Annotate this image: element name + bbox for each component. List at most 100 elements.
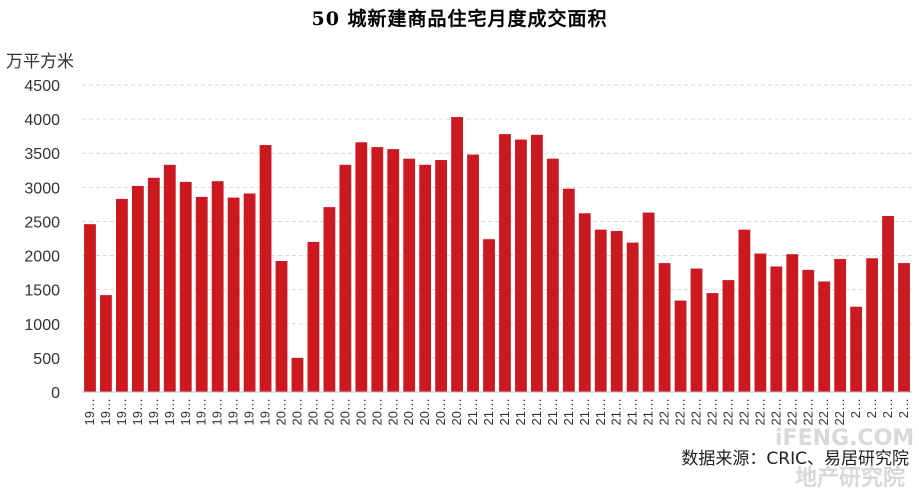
- x-tick-label: 2…: [848, 398, 863, 418]
- y-tick-label: 1000: [24, 317, 60, 334]
- x-tick-label: 19…: [242, 398, 257, 425]
- x-tick-label: 22…: [784, 398, 799, 425]
- bar: [530, 134, 543, 392]
- bar: [84, 224, 96, 392]
- y-axis-ticks: 0 500 1000 1500 2000 2500 3000 3500 4000 4500: [24, 78, 60, 402]
- bar: [131, 185, 144, 392]
- bar: [722, 280, 735, 392]
- bar: [275, 261, 288, 392]
- x-tick-label: 21…: [529, 398, 544, 425]
- x-tick-label: 21…: [513, 398, 528, 425]
- bar: [100, 295, 112, 392]
- x-tick-label: 22…: [720, 398, 735, 425]
- bar: [115, 198, 128, 392]
- bar: [451, 117, 464, 392]
- x-tick-label: 2…: [880, 398, 895, 418]
- x-tick-label: 20…: [305, 398, 320, 425]
- bar: [690, 268, 703, 392]
- x-tick-label: 20…: [433, 398, 448, 425]
- x-tick-label: 21…: [625, 398, 640, 425]
- bar: [642, 212, 655, 392]
- x-tick-label: 22…: [673, 398, 688, 425]
- x-tick-label: 20…: [289, 398, 304, 425]
- y-tick-label: 0: [51, 385, 60, 402]
- x-tick-label: 21…: [593, 398, 608, 425]
- bar: [738, 229, 751, 392]
- bar: [259, 145, 272, 392]
- x-tick-label: 22…: [800, 398, 815, 425]
- bar: [371, 147, 384, 392]
- bar: [658, 263, 671, 392]
- bar: [499, 134, 511, 392]
- bar: [467, 154, 479, 392]
- bar: [291, 357, 304, 392]
- bar: [419, 164, 432, 392]
- x-tick-label: 20…: [353, 398, 368, 425]
- bar: [147, 177, 160, 392]
- bar: [898, 263, 910, 392]
- x-tick-label: 21…: [481, 398, 496, 425]
- x-tick-label: 19…: [146, 398, 161, 425]
- bar: [243, 193, 256, 392]
- x-tick-label: 19…: [210, 398, 225, 425]
- bar-chart: 0 500 1000 1500 2000 2500 3000 3500 4000 4500 19……: [24, 78, 912, 425]
- x-tick-label: 21…: [545, 398, 560, 425]
- x-tick-label: 20…: [337, 398, 352, 425]
- x-tick-label: 20…: [417, 398, 432, 425]
- y-tick-label: 2500: [24, 214, 60, 231]
- bar: [546, 158, 559, 392]
- x-tick-label: 22…: [768, 398, 783, 425]
- bar: [578, 213, 591, 392]
- bar: [754, 253, 767, 392]
- x-tick-label: 19…: [82, 398, 97, 425]
- bar: [211, 181, 224, 392]
- x-tick-label: 22…: [816, 398, 831, 425]
- bar: [866, 258, 879, 392]
- y-tick-label: 1500: [24, 283, 60, 300]
- x-tick-label: 22…: [689, 398, 704, 425]
- bar: [818, 281, 831, 392]
- x-tick-label: 20…: [274, 398, 289, 425]
- bar: [403, 158, 416, 392]
- x-tick-label: 19…: [194, 398, 209, 425]
- x-tick-label: 22…: [704, 398, 719, 425]
- bar: [802, 269, 815, 392]
- x-tick-label: 2…: [896, 398, 911, 418]
- x-tick-label: 19…: [178, 398, 193, 425]
- bar: [626, 242, 639, 392]
- x-tick-label: 21…: [577, 398, 592, 425]
- y-tick-label: 500: [33, 351, 60, 368]
- y-tick-label: 2000: [24, 249, 60, 266]
- bar: [323, 207, 336, 392]
- bar: [195, 196, 208, 392]
- bar: [850, 306, 863, 392]
- bar: [674, 300, 687, 392]
- source-note: 数据来源：CRIC、易居研究院: [681, 449, 909, 469]
- y-tick-label: 3500: [24, 146, 60, 163]
- y-axis-unit-label: 万平方米: [6, 52, 74, 72]
- y-tick-label: 3000: [24, 180, 60, 197]
- x-tick-label: 22…: [657, 398, 672, 425]
- x-tick-label: 21…: [641, 398, 656, 425]
- bar: [355, 142, 368, 392]
- x-tick-label: 2…: [864, 398, 879, 418]
- bar: [163, 164, 176, 392]
- x-tick-label: 19…: [98, 398, 113, 425]
- y-tick-label: 4500: [24, 78, 60, 95]
- x-tick-label: 22…: [752, 398, 767, 425]
- bar: [387, 149, 400, 392]
- bar: [786, 254, 799, 392]
- x-tick-label: 21…: [497, 398, 512, 425]
- x-tick-label: 21…: [609, 398, 624, 425]
- x-tick-label: 21…: [465, 398, 480, 425]
- x-tick-label: 20…: [369, 398, 384, 425]
- bar: [227, 197, 240, 392]
- bar: [770, 266, 783, 392]
- bar: [179, 181, 192, 392]
- bar: [515, 139, 527, 392]
- x-tick-label: 22…: [832, 398, 847, 425]
- bar: [610, 230, 623, 392]
- x-tick-label: 20…: [401, 398, 416, 425]
- bar: [562, 188, 575, 392]
- x-tick-label: 22…: [736, 398, 751, 425]
